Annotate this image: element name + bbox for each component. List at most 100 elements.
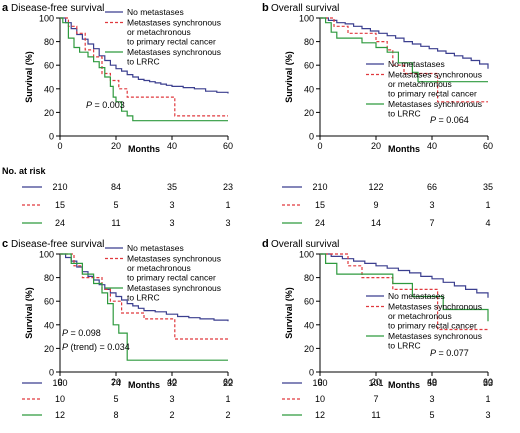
risk-cell: 3 bbox=[485, 410, 490, 420]
series-line-met-lrrc bbox=[320, 253, 489, 322]
risk-cell: 160 bbox=[312, 378, 327, 388]
risk-cell: 2 bbox=[225, 410, 230, 420]
y-tick-label: 100 bbox=[39, 250, 54, 260]
x-tick-label: 40 bbox=[427, 141, 437, 151]
y-tick-label: 20 bbox=[44, 344, 54, 354]
y-tick-label: 80 bbox=[304, 273, 314, 283]
risk-cell: 1 bbox=[485, 200, 490, 210]
y-tick-label: 80 bbox=[304, 37, 314, 47]
risk-cell: 101 bbox=[368, 378, 383, 388]
p-value-annotation: P = 0.003 bbox=[86, 100, 125, 110]
p-value-annotation: P = 0.077 bbox=[430, 348, 469, 358]
risk-cell: 14 bbox=[371, 218, 381, 228]
y-tick-label: 40 bbox=[44, 84, 54, 94]
panel-letter: d bbox=[262, 238, 269, 250]
series-line-met-lrrc bbox=[60, 253, 228, 361]
y-tick-label: 0 bbox=[309, 368, 314, 378]
risk-cell: 11 bbox=[371, 410, 380, 420]
x-tick-label: 0 bbox=[317, 377, 322, 387]
series-line-met-primary bbox=[60, 253, 228, 340]
risk-cell: 23 bbox=[223, 182, 233, 192]
legend-label: No metastases bbox=[127, 243, 184, 253]
y-tick-label: 100 bbox=[39, 14, 54, 24]
risk-cell: 210 bbox=[52, 182, 67, 192]
x-tick-label: 40 bbox=[427, 377, 437, 387]
y-tick-label: 80 bbox=[44, 37, 54, 47]
risk-cell: 35 bbox=[167, 182, 177, 192]
risk-cell: 10 bbox=[55, 394, 65, 404]
risk-cell: 1 bbox=[225, 200, 230, 210]
y-tick-label: 40 bbox=[44, 320, 54, 330]
x-tick-label: 20 bbox=[111, 377, 121, 387]
risk-cell: 3 bbox=[429, 394, 434, 404]
risk-cell: 3 bbox=[169, 394, 174, 404]
risk-cell: 9 bbox=[373, 200, 378, 210]
y-tick-label: 60 bbox=[44, 61, 54, 71]
risk-cell: 3 bbox=[169, 200, 174, 210]
panel-a: a Disease-free survival 0 20 40 60 80 100 0 20 40 6… bbox=[2, 2, 233, 228]
panel-c: c Disease-free survival 0 20 40 60 80 100 0 20 40 6… bbox=[2, 238, 233, 420]
risk-cell: 4 bbox=[485, 218, 490, 228]
x-axis-label: Months bbox=[388, 144, 420, 154]
risk-cell: 35 bbox=[483, 182, 493, 192]
panel-d: d Overall survival 0 20 40 60 80 100 0 20 40 60 Surv… bbox=[262, 238, 493, 420]
p-value-annotation: P = 0.098 bbox=[62, 328, 101, 338]
x-tick-label: 20 bbox=[111, 141, 121, 151]
risk-cell: 3 bbox=[169, 218, 174, 228]
risk-cell: 1 bbox=[485, 394, 490, 404]
legend-label: No metastases bbox=[388, 291, 445, 301]
risk-cell: 3 bbox=[225, 218, 230, 228]
risk-cell: 2 bbox=[169, 410, 174, 420]
x-tick-label: 20 bbox=[371, 377, 381, 387]
risk-cell: 8 bbox=[113, 410, 118, 420]
risk-cell: 58 bbox=[427, 378, 437, 388]
risk-cell: 122 bbox=[368, 182, 383, 192]
panel-title: Disease-free survival bbox=[11, 239, 104, 250]
legend-label: Metastases synchronous or metachronous to … bbox=[127, 254, 221, 283]
y-tick-label: 80 bbox=[44, 273, 54, 283]
panel-letter: b bbox=[262, 2, 269, 14]
panel-b: b Overall survival 0 20 40 60 80 100 0 20 40 60 Surv… bbox=[262, 2, 493, 228]
series-line-met-lrrc bbox=[60, 17, 228, 122]
y-tick-label: 40 bbox=[304, 84, 314, 94]
panel-title: Overall survival bbox=[271, 3, 339, 14]
risk-cell: 24 bbox=[55, 218, 65, 228]
y-tick-label: 40 bbox=[304, 320, 314, 330]
y-tick-label: 0 bbox=[49, 132, 54, 142]
y-axis-label: Survival (%) bbox=[284, 287, 294, 339]
risk-cell: 210 bbox=[312, 182, 327, 192]
series-line-met-primary bbox=[60, 17, 228, 117]
x-tick-label: 0 bbox=[57, 377, 62, 387]
p-value-annotation: P (trend) = 0.034 bbox=[62, 342, 130, 352]
risk-cell: 7 bbox=[429, 218, 434, 228]
risk-cell: 5 bbox=[113, 200, 118, 210]
legend-label: Metastases synchronous to LRRC bbox=[388, 99, 482, 119]
x-tick-label: 60 bbox=[223, 141, 233, 151]
legend-label: Metastases synchronous to LRRC bbox=[127, 283, 221, 303]
y-tick-label: 100 bbox=[299, 14, 314, 24]
x-axis-label: Months bbox=[128, 380, 160, 390]
legend-label: Metastases synchronous or metachronous to … bbox=[388, 302, 482, 331]
p-value-annotation: P = 0.064 bbox=[430, 115, 469, 125]
risk-cell: 12 bbox=[315, 410, 325, 420]
risk-cell: 12 bbox=[55, 410, 65, 420]
y-tick-label: 20 bbox=[304, 108, 314, 118]
risk-cell: 74 bbox=[111, 378, 121, 388]
y-tick-label: 100 bbox=[299, 250, 314, 260]
legend-label: Metastases synchronous to LRRC bbox=[127, 47, 221, 67]
x-tick-label: 40 bbox=[167, 141, 177, 151]
panel-title: Overall survival bbox=[271, 239, 339, 250]
x-tick-label: 60 bbox=[483, 141, 493, 151]
x-tick-label: 60 bbox=[483, 377, 493, 387]
series-line-met-primary bbox=[320, 17, 488, 103]
legend-label: Metastases synchronous or metachronous to … bbox=[127, 18, 221, 47]
y-tick-label: 60 bbox=[44, 297, 54, 307]
y-tick-label: 60 bbox=[304, 297, 314, 307]
y-axis-label: Survival (%) bbox=[24, 51, 34, 103]
risk-cell: 10 bbox=[315, 394, 325, 404]
risk-cell: 7 bbox=[373, 394, 378, 404]
risk-cell: 5 bbox=[113, 394, 118, 404]
legend-label: No metastases bbox=[127, 7, 184, 17]
legend-label: Metastases synchronous to LRRC bbox=[388, 331, 482, 351]
